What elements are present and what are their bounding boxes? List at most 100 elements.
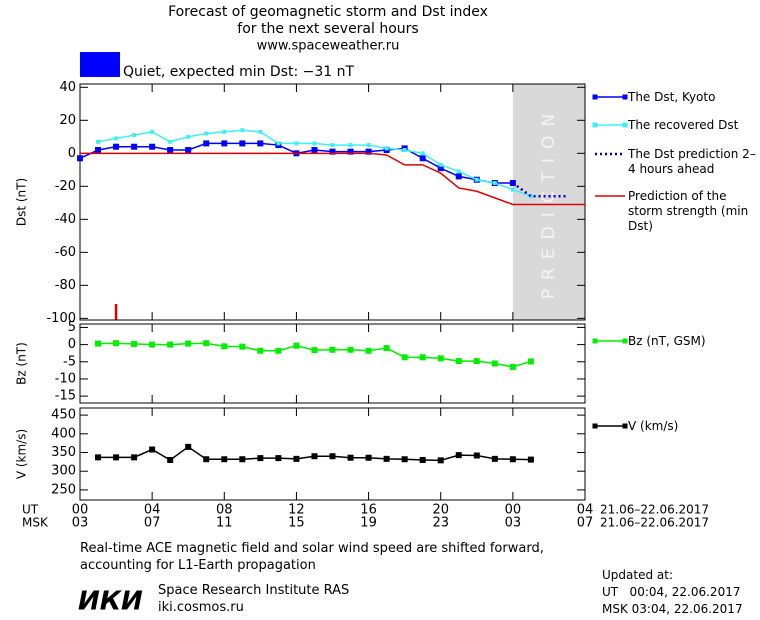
data-point (203, 140, 210, 147)
data-point (95, 340, 102, 347)
plot-frame (79, 407, 586, 501)
data-point (329, 346, 336, 353)
x-tick-label-msk: 11 (216, 516, 233, 531)
data-point (149, 143, 156, 150)
legend-marker (592, 122, 598, 128)
data-point (222, 129, 227, 134)
data-point (419, 456, 426, 463)
legend-label: The Dst, Kyoto (628, 90, 716, 104)
data-point (239, 140, 246, 147)
data-point (455, 173, 462, 180)
data-point (473, 452, 480, 459)
data-point (77, 155, 83, 162)
legend-label: V (km/s) (628, 419, 679, 433)
x-tick-label: 04 (577, 503, 594, 518)
data-point (365, 347, 372, 354)
data-point (168, 139, 173, 144)
data-point (491, 455, 498, 462)
msk-dates: 21.06–22.06.2017 (600, 516, 709, 530)
data-point (96, 139, 101, 144)
data-point (347, 148, 354, 155)
data-point (186, 134, 191, 139)
data-point (293, 342, 300, 349)
y-tick-label: -15 (55, 389, 76, 404)
data-point (420, 151, 425, 156)
data-point (185, 443, 192, 450)
data-point (473, 358, 480, 365)
legend-label: Prediction of the storm strength (min Ds… (628, 189, 749, 233)
y-tick-label: -10 (55, 371, 76, 386)
legend-marker (592, 423, 598, 429)
y-tick-label: -60 (55, 245, 76, 260)
data-point (492, 181, 497, 186)
y-tick-label: 0 (68, 337, 76, 352)
data-point (311, 147, 318, 154)
data-point (329, 148, 336, 155)
x-tick-label: 00 (505, 503, 522, 518)
logo: ИКИ (78, 587, 143, 617)
y-tick-label: 20 (59, 113, 76, 128)
prediction-label: PREDICTION (539, 105, 559, 299)
data-point (113, 454, 120, 461)
data-point (437, 355, 444, 362)
data-point (95, 454, 102, 461)
data-point (275, 455, 282, 462)
data-point (312, 141, 317, 146)
data-point (203, 340, 210, 347)
series-line (512, 182, 567, 198)
data-point (203, 456, 210, 463)
data-point (509, 456, 516, 463)
data-point (455, 358, 462, 365)
msk-label: MSK (22, 516, 49, 530)
y-tick-label: 250 (51, 482, 76, 497)
legend-marker (622, 122, 628, 128)
data-point (437, 165, 444, 172)
data-point (257, 347, 264, 354)
note: Real-time ACE magnetic field and solar w… (80, 541, 544, 573)
y-tick-label: 40 (59, 80, 76, 95)
status: Quiet, expected min Dst: −31 nT (123, 64, 355, 80)
x-tick-label: 08 (216, 503, 233, 518)
data-point (311, 453, 318, 460)
ut-label: UT (22, 503, 39, 517)
data-point (114, 136, 119, 141)
data-point (510, 187, 515, 192)
data-point (149, 446, 156, 453)
y-tick-label: -80 (55, 278, 76, 293)
data-point (258, 129, 263, 134)
data-point (348, 143, 353, 148)
x-tick-label-msk: 03 (505, 516, 522, 531)
x-tick-label-msk: 07 (577, 516, 594, 531)
data-point (347, 346, 354, 353)
x-tick-label-msk: 19 (360, 516, 377, 531)
updated-msk: MSK 03:04, 22.06.2017 (602, 602, 743, 616)
data-point (330, 143, 335, 148)
data-point (438, 162, 443, 167)
data-point (150, 129, 155, 134)
x-tick-label: 04 (144, 503, 161, 518)
y-axis-label: Dst (nT) (15, 178, 29, 226)
x-tick-label-msk: 23 (432, 516, 449, 531)
series-line (98, 342, 532, 368)
data-point (167, 456, 174, 463)
data-point (366, 143, 371, 148)
data-point (167, 147, 174, 154)
y-tick-label: -20 (55, 179, 76, 194)
data-point (276, 141, 281, 146)
series-line (97, 129, 532, 197)
y-tick-label: -40 (55, 212, 76, 227)
y-tick-label: 0 (68, 146, 76, 161)
updated-title: Updated at: (602, 568, 673, 582)
data-point (221, 456, 228, 463)
data-point (257, 140, 264, 147)
data-point (474, 177, 479, 182)
data-point (294, 141, 299, 146)
data-point (185, 340, 192, 347)
data-point (402, 148, 407, 153)
data-point (131, 143, 138, 150)
legend-marker (622, 423, 628, 429)
data-point (149, 341, 156, 348)
title-line: for the next several hours (237, 21, 418, 37)
